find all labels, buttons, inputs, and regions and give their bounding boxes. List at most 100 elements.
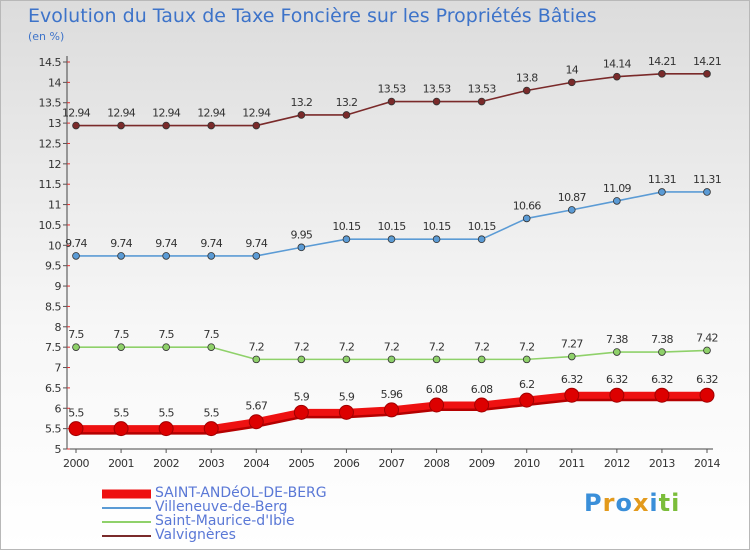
x-tick-label: 2000	[63, 457, 89, 470]
y-tick-label: 12.5	[39, 137, 62, 150]
data-label: 6.32	[696, 373, 718, 386]
brand-letter: r	[602, 489, 616, 517]
x-tick-label: 2010	[514, 457, 540, 470]
data-label: 5.5	[68, 407, 84, 420]
x-tick-label: 2014	[694, 457, 720, 470]
data-label: 7.5	[68, 328, 84, 341]
data-label: 13.53	[468, 83, 497, 96]
y-tick-label: 12	[48, 158, 61, 171]
data-label: 7.5	[204, 328, 220, 341]
data-point	[342, 355, 351, 364]
data-label: 6.2	[519, 378, 534, 391]
data-label: 14	[565, 63, 578, 76]
data-label: 7.38	[606, 333, 628, 346]
data-point	[207, 121, 216, 130]
data-point	[252, 355, 261, 364]
x-tick-label: 2012	[604, 457, 630, 470]
data-label: 10.87	[558, 191, 587, 204]
y-tick-label: 13.5	[39, 97, 62, 110]
legend-item-label: Villeneuve-de-Berg	[155, 499, 288, 515]
data-point	[72, 121, 80, 130]
data-label: 9.74	[65, 237, 87, 250]
y-tick-label: 5	[55, 443, 62, 456]
x-tick-label: 2011	[559, 457, 585, 470]
data-label: 12.94	[107, 107, 136, 120]
data-label: 12.94	[152, 107, 181, 120]
y-tick-label: 10	[48, 239, 61, 252]
data-point	[703, 70, 711, 78]
data-point	[613, 197, 621, 205]
data-label: 14.14	[603, 58, 632, 71]
data-point	[203, 421, 219, 437]
data-label: 7.2	[429, 340, 444, 353]
data-point	[609, 387, 625, 403]
y-tick-label: 11	[48, 199, 61, 212]
data-point	[477, 97, 486, 106]
data-label: 10.15	[332, 220, 361, 233]
data-label: 12.94	[62, 107, 91, 120]
x-tick-label: 2013	[649, 457, 675, 470]
data-label: 10.15	[423, 220, 452, 233]
data-label: 13.2	[336, 96, 358, 109]
data-point	[162, 343, 170, 351]
data-point	[158, 421, 174, 437]
data-label: 10.15	[378, 220, 407, 233]
y-tick-label: 7	[55, 362, 62, 375]
data-label: 10.15	[468, 220, 497, 233]
data-point	[293, 404, 309, 420]
data-label: 9.74	[110, 237, 132, 250]
data-label: 7.42	[696, 331, 718, 344]
data-label: 12.94	[197, 107, 226, 120]
y-tick-label: 9.5	[45, 260, 61, 273]
chart-subtitle: (en %)	[28, 30, 65, 43]
data-point	[117, 121, 125, 130]
data-point	[297, 111, 306, 119]
data-point	[654, 387, 670, 403]
data-label: 9.95	[291, 228, 313, 241]
data-point	[522, 355, 531, 364]
data-label: 5.5	[158, 407, 174, 420]
data-label: 6.32	[606, 373, 628, 386]
data-label: 11.31	[693, 173, 721, 186]
data-point	[248, 414, 264, 430]
data-label: 11.09	[603, 182, 632, 195]
data-label: 5.96	[381, 388, 403, 401]
data-label: 6.08	[471, 383, 493, 396]
chart-title: Evolution du Taux de Taxe Foncière sur l…	[28, 5, 597, 27]
brand-letter: i	[671, 489, 681, 517]
y-tick-label: 13	[48, 117, 61, 130]
y-tick-label: 10.5	[39, 219, 62, 232]
legend-item-label: Valvignères	[155, 527, 236, 543]
data-point	[477, 235, 486, 244]
y-tick-label: 6	[55, 402, 62, 415]
data-label: 5.9	[339, 390, 355, 403]
legend-item-label: Saint-Maurice-d'Ibie	[155, 513, 295, 529]
brand-letter: x	[632, 489, 650, 517]
x-tick-label: 2006	[333, 457, 359, 470]
data-label: 5.9	[294, 390, 310, 403]
legend-item-label: SAINT-ANDéOL-DE-BERG	[155, 485, 327, 501]
brand-letter: o	[615, 489, 633, 517]
x-tick-label: 2004	[243, 457, 269, 470]
y-tick-label: 9	[55, 280, 62, 293]
data-label: 12.94	[242, 107, 271, 120]
data-point	[162, 121, 170, 130]
data-point	[252, 121, 261, 130]
x-tick-label: 2007	[379, 457, 405, 470]
data-point	[387, 97, 396, 106]
data-point	[432, 355, 441, 364]
data-label: 6.32	[561, 373, 583, 386]
data-label: 7.2	[294, 340, 309, 353]
y-tick-label: 6.5	[45, 382, 61, 395]
data-point	[117, 343, 125, 351]
data-label: 13.53	[378, 83, 407, 96]
data-point	[432, 235, 441, 244]
data-label: 9.74	[155, 237, 177, 250]
data-point	[658, 188, 666, 196]
brand-letter: P	[584, 489, 603, 517]
data-point	[564, 387, 580, 403]
data-label: 7.2	[339, 340, 354, 353]
data-label: 13.53	[423, 83, 452, 96]
